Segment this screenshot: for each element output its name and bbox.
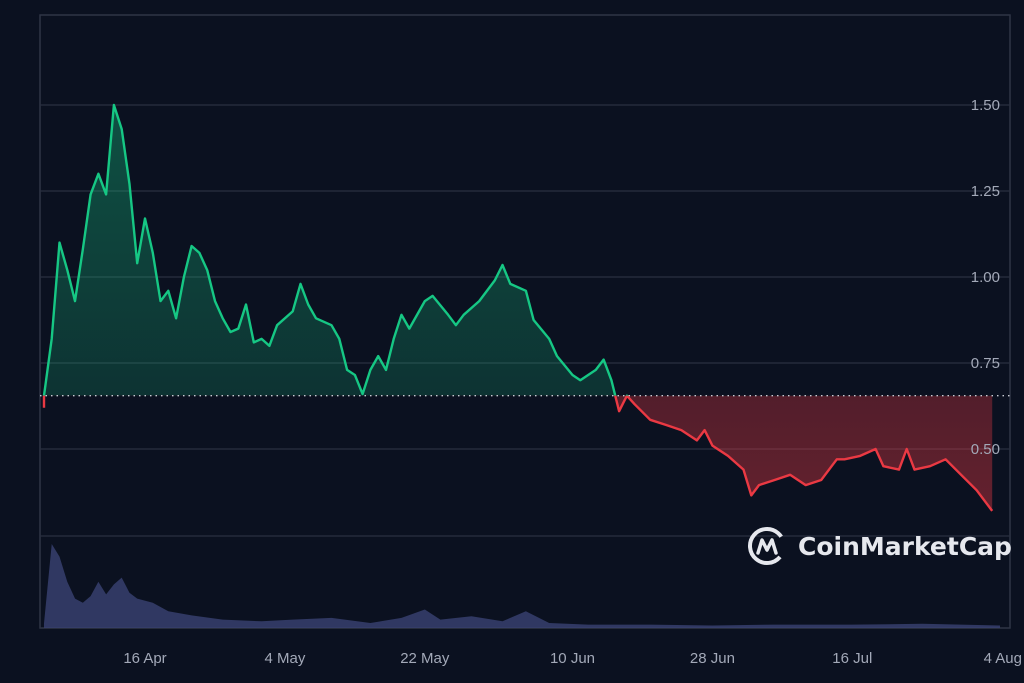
x-tick-label: 4 May bbox=[264, 650, 305, 667]
y-tick-label: 1.25 bbox=[971, 183, 1000, 200]
volume-area bbox=[43, 544, 1001, 628]
x-tick-label: 28 Jun bbox=[690, 650, 735, 667]
x-tick-label: 4 Aug bbox=[984, 650, 1022, 667]
x-tick-label: 16 Jul bbox=[832, 650, 872, 667]
x-axis: 16 Apr 4 May 22 May 10 Jun 28 Jun 16 Jul 4 Aug bbox=[123, 650, 1022, 667]
y-tick-label: 1.00 bbox=[971, 269, 1000, 286]
price-line-above bbox=[42, 103, 629, 396]
price-line-below bbox=[42, 395, 994, 512]
logo-wordmark: CoinMarketCap bbox=[798, 532, 1012, 561]
x-tick-label: 16 Apr bbox=[123, 650, 166, 667]
coinmarketcap-logo: CoinMarketCap bbox=[748, 527, 1012, 565]
price-areas bbox=[43, 105, 993, 511]
area-above-baseline bbox=[44, 105, 616, 396]
y-tick-label: 1.50 bbox=[971, 97, 1000, 114]
x-tick-label: 10 Jun bbox=[550, 650, 595, 667]
y-tick-label: 0.50 bbox=[971, 441, 1000, 458]
y-tick-label: 0.75 bbox=[971, 355, 1000, 372]
x-tick-label: 22 May bbox=[400, 650, 450, 667]
volume-bars bbox=[43, 544, 1001, 628]
price-lines bbox=[40, 103, 1010, 512]
y-axis: 1.50 1.25 1.00 0.75 0.50 bbox=[971, 97, 1000, 458]
area-below-baseline bbox=[43, 395, 993, 511]
